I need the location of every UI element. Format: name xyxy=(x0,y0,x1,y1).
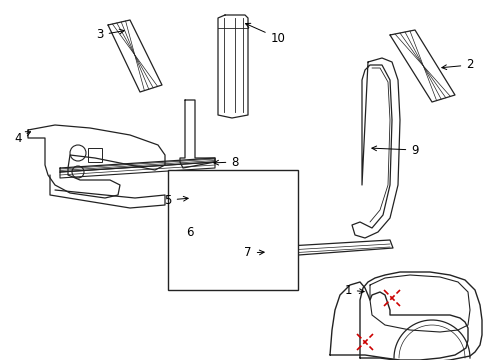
Text: 5: 5 xyxy=(164,194,188,207)
Bar xyxy=(168,170,297,290)
Text: 8: 8 xyxy=(213,156,238,168)
Text: 4: 4 xyxy=(14,131,30,144)
Text: 6: 6 xyxy=(186,225,193,238)
Bar xyxy=(88,148,102,162)
Text: 2: 2 xyxy=(441,58,473,72)
Text: 7: 7 xyxy=(244,247,264,260)
Text: 1: 1 xyxy=(344,284,364,297)
Text: 3: 3 xyxy=(96,28,124,41)
Text: 10: 10 xyxy=(245,23,285,45)
Text: 9: 9 xyxy=(371,144,418,157)
